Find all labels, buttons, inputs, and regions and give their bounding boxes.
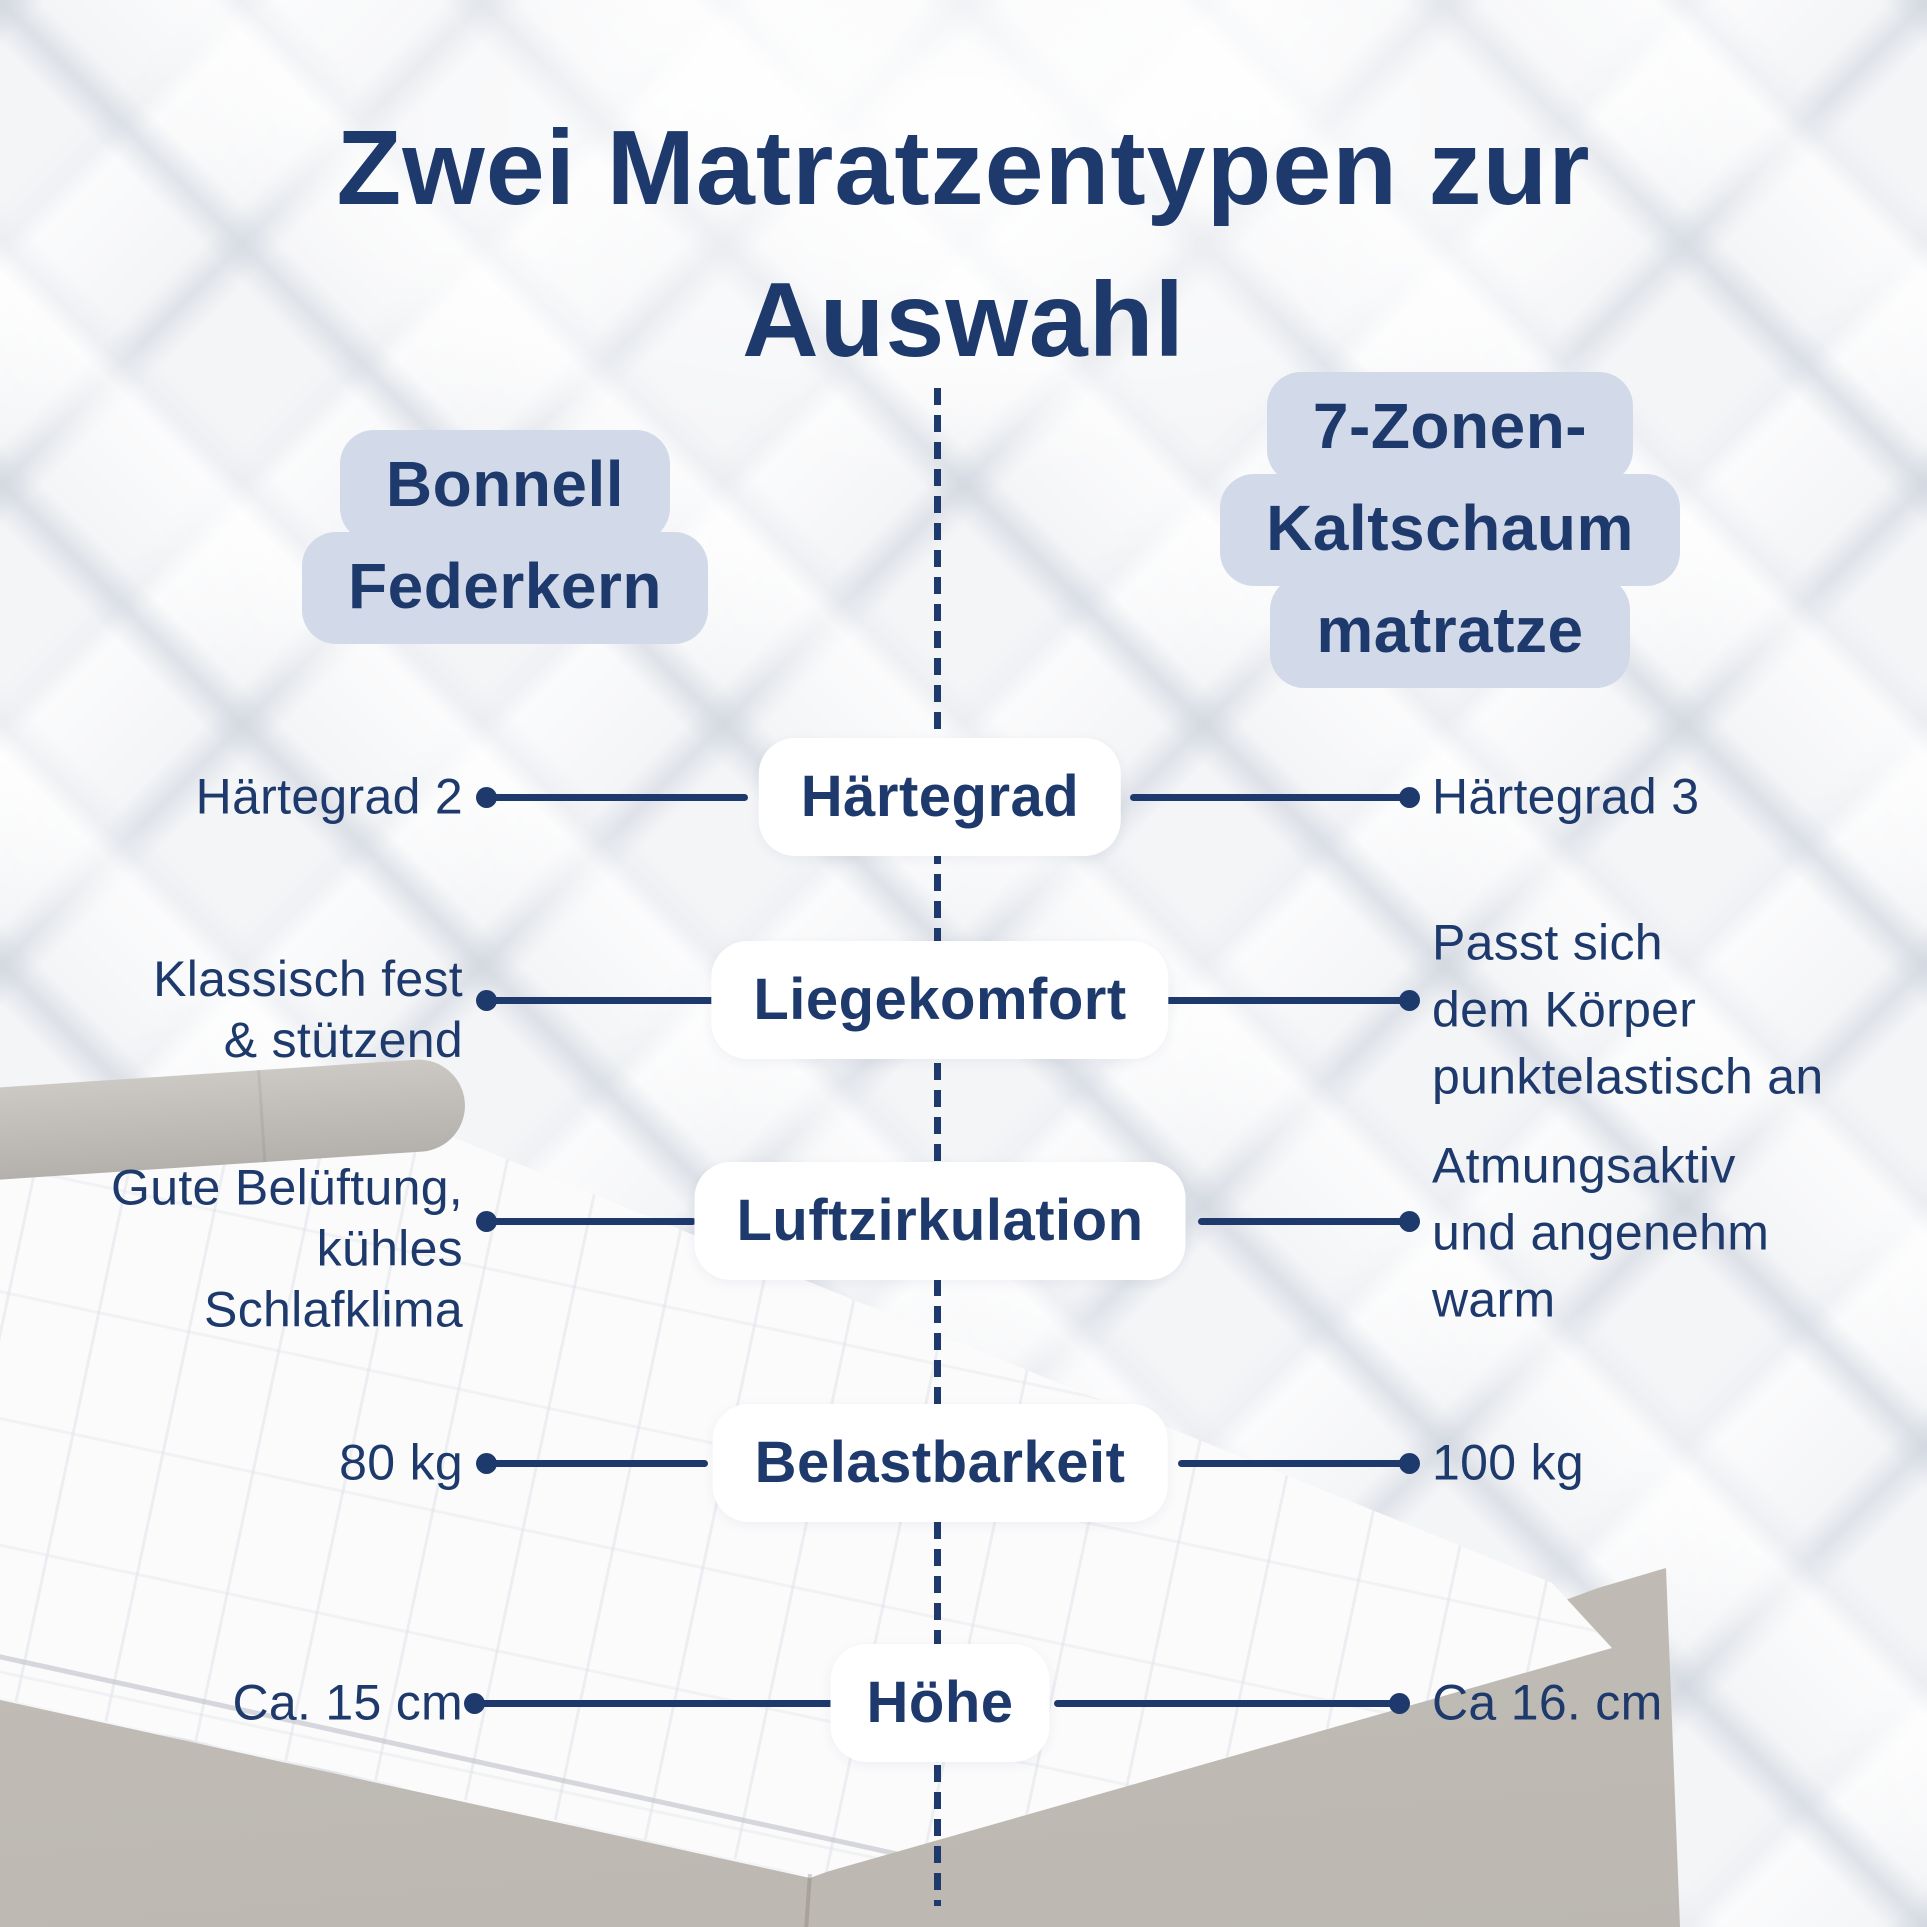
column-header-right-line: Kaltschaum (1220, 474, 1680, 586)
label-line: Ca 16. cm (1432, 1674, 1663, 1731)
connector-line-right-belastbarkeit (1178, 1453, 1420, 1474)
title-line-2: Auswahl (742, 261, 1185, 379)
connector-line-right-luftzirkulation (1198, 1211, 1420, 1232)
right-value-hoehe: Ca 16. cm (1432, 1670, 1663, 1737)
label-line: Härtegrad 2 (195, 768, 463, 825)
left-value-haertegrad: Härtegrad 2 (196, 767, 463, 828)
connector-line-left-liegekomfort (476, 990, 730, 1011)
right-value-haertegrad: Härtegrad 3 (1432, 764, 1699, 831)
connector-line-left-luftzirkulation (476, 1211, 696, 1232)
page-title: Zwei Matratzentypen zur Auswahl (0, 92, 1927, 396)
category-pill-haertegrad: Härtegrad (758, 738, 1122, 856)
right-value-belastbarkeit: 100 kg (1432, 1430, 1584, 1497)
label-line: Passt sich (1432, 914, 1663, 971)
left-value-luftzirkulation: Gute Belüftung, kühles Schlafklima (111, 1158, 463, 1341)
column-header-right-line: 7-Zonen- (1266, 372, 1634, 484)
label-line: Gute Belüftung, (111, 1159, 463, 1216)
connector-line-left-belastbarkeit (476, 1453, 708, 1474)
label-line: warm (1432, 1271, 1556, 1328)
label-line: punktelastisch an (1432, 1048, 1824, 1105)
column-header-bonnell-federkern: Bonnell Federkern (205, 430, 805, 644)
category-pill-luftzirkulation: Luftzirkulation (694, 1162, 1186, 1280)
label-line: Härtegrad 3 (1432, 768, 1700, 825)
connector-line-left-haertegrad (476, 787, 748, 808)
column-header-right-line: matratze (1270, 576, 1630, 688)
category-pill-liegekomfort: Liegekomfort (711, 941, 1169, 1059)
column-header-left-line: Federkern (302, 532, 708, 644)
category-pill-belastbarkeit: Belastbarkeit (712, 1404, 1168, 1522)
title-line-1: Zwei Matratzentypen zur (336, 109, 1591, 227)
category-pill-hoehe: Höhe (830, 1644, 1050, 1762)
label-line: und angenehm (1432, 1204, 1770, 1261)
center-dashed-divider (934, 388, 941, 1906)
column-header-kaltschaummatratze: 7-Zonen- Kaltschaum matratze (1145, 372, 1755, 688)
label-line: Ca. 15 cm (232, 1674, 463, 1731)
label-line: 100 kg (1432, 1434, 1584, 1491)
right-value-luftzirkulation: Atmungsaktiv und angenehm warm (1432, 1133, 1769, 1334)
right-value-liegekomfort: Passt sich dem Körper punktelastisch an (1432, 910, 1823, 1111)
connector-line-right-haertegrad (1130, 787, 1420, 808)
left-value-liegekomfort: Klassisch fest & stützend (153, 949, 463, 1071)
connector-line-right-hoehe (1054, 1693, 1410, 1714)
label-line: & stützend (223, 1012, 463, 1068)
label-line: Klassisch fest (153, 951, 463, 1007)
column-header-left-line: Bonnell (339, 430, 671, 542)
label-line: dem Körper (1432, 981, 1697, 1038)
label-line: Schlafklima (204, 1281, 463, 1338)
label-line: 80 kg (339, 1434, 463, 1491)
label-line: Atmungsaktiv (1432, 1137, 1736, 1194)
connector-line-right-liegekomfort (1165, 990, 1420, 1011)
label-line: kühles (316, 1220, 463, 1277)
connector-line-left-hoehe (464, 1693, 836, 1714)
left-value-hoehe: Ca. 15 cm (232, 1673, 463, 1734)
left-value-belastbarkeit: 80 kg (339, 1433, 463, 1494)
